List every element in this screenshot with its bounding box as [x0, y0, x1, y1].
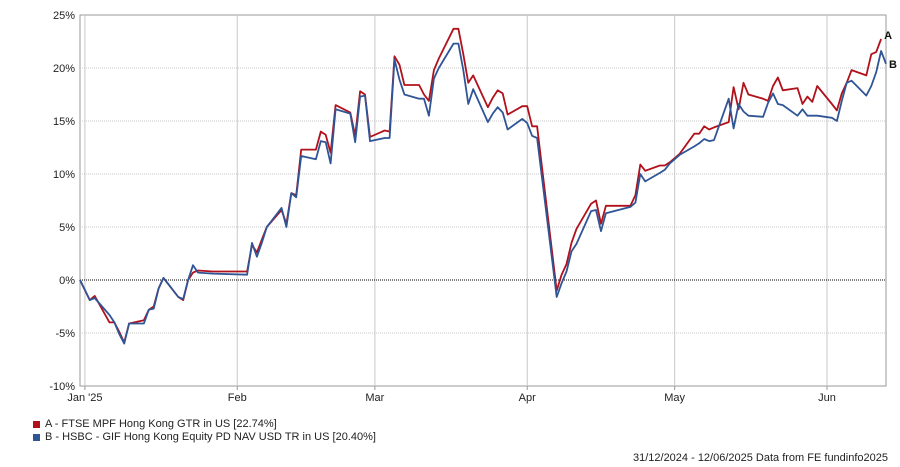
- plot-area-frame: [79, 14, 887, 387]
- y-tick-label: 15%: [53, 116, 75, 128]
- legend-label-b: B - HSBC - GIF Hong Kong Equity PD NAV U…: [45, 431, 376, 443]
- x-tick-label: Feb: [228, 392, 247, 404]
- x-axis-tick-labels: Jan '25 Feb Mar Apr May Jun: [67, 392, 836, 404]
- x-tick-label: Mar: [365, 392, 384, 404]
- series-line-a: [79, 27, 882, 344]
- x-tick-label: Jan '25: [67, 392, 102, 404]
- series-end-labels: AB: [884, 30, 897, 71]
- legend-item-b: B - HSBC - GIF Hong Kong Equity PD NAV U…: [33, 431, 376, 444]
- y-tick-label: 10%: [53, 169, 75, 181]
- x-tick-label: May: [664, 392, 685, 404]
- series-end-label-a: A: [884, 30, 892, 42]
- data-source-footer: 31/12/2024 - 12/06/2025 Data from FE fun…: [632, 452, 888, 464]
- y-tick-label: 20%: [53, 63, 75, 75]
- grid-lines: [80, 15, 886, 390]
- legend-label-a: A - FTSE MPF Hong Kong GTR in US [22.74%…: [45, 418, 277, 430]
- legend: A - FTSE MPF Hong Kong GTR in US [22.74%…: [33, 418, 376, 444]
- x-tick-label: Apr: [519, 392, 536, 404]
- y-tick-label: 0%: [59, 275, 75, 287]
- series-end-label-b: B: [889, 59, 897, 71]
- y-tick-label: 25%: [53, 10, 75, 22]
- x-tick-label: Jun: [818, 392, 836, 404]
- legend-swatch-b: [33, 434, 40, 441]
- legend-swatch-a: [33, 421, 40, 428]
- series-line-b: [79, 42, 887, 345]
- series-lines: [79, 27, 887, 345]
- y-tick-label: 5%: [59, 222, 75, 234]
- legend-item-a: A - FTSE MPF Hong Kong GTR in US [22.74%…: [33, 418, 376, 431]
- y-tick-label: -5%: [55, 328, 75, 340]
- y-axis-tick-labels: 25% 20% 15% 10% 5% 0% -5% -10%: [49, 10, 75, 393]
- y-tick-label: -10%: [49, 381, 75, 393]
